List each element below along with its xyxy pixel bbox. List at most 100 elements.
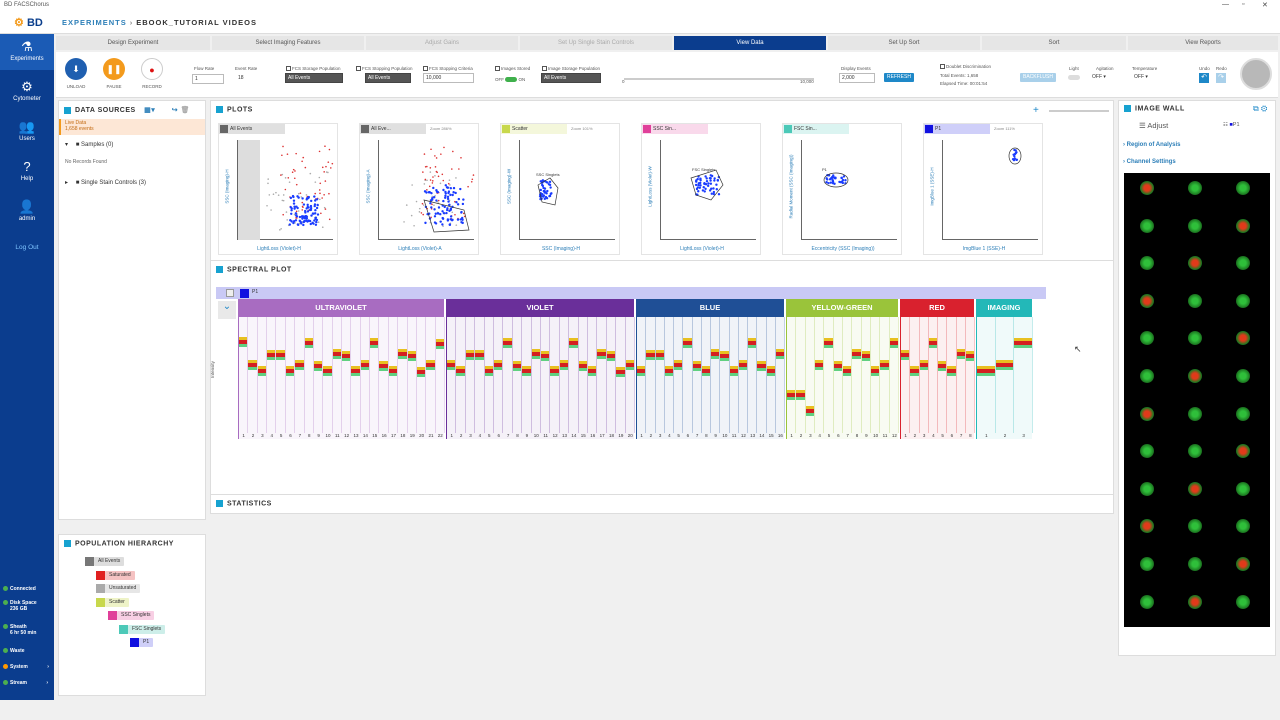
plot-2[interactable]: All Eve... Zoom 286% SSC (Imaging)-A Lig… [359, 123, 479, 255]
pop-fsc-singlets[interactable]: FSC Singlets [128, 625, 165, 634]
cell-image[interactable] [1188, 331, 1202, 345]
cell-image[interactable] [1236, 369, 1250, 383]
image-storage-select[interactable]: All Events [541, 73, 601, 83]
cell-image[interactable] [1188, 519, 1202, 533]
step-design-experiment[interactable]: Design Experiment [56, 36, 210, 50]
plot-pop-label[interactable]: SSC Sin... [642, 124, 708, 134]
cell-image[interactable] [1236, 557, 1250, 571]
refresh-button[interactable]: REFRESH [884, 73, 914, 82]
plot-3[interactable]: Scatter Zoom 101% SSC Singlets SSC (Imag… [500, 123, 620, 255]
sidebar-item-users[interactable]: 👥 Users [0, 120, 54, 150]
single-stain-node[interactable]: ▸ ■ Single Stain Controls (3) [65, 179, 146, 186]
image-grid[interactable] [1124, 173, 1270, 627]
plot-1[interactable]: All Events SSC (Imaging)-H LightLoss (Vi… [218, 123, 338, 255]
temperature-stepper[interactable]: OFF ▾ [1132, 73, 1160, 83]
logout-link[interactable]: Log Out [0, 244, 54, 251]
cell-image[interactable] [1236, 482, 1250, 496]
redo-icon[interactable]: ↷ [1216, 73, 1226, 83]
plot-pop-label[interactable]: All Events [219, 124, 285, 134]
pop-all-events[interactable]: All Events [94, 557, 124, 566]
cell-image[interactable] [1236, 331, 1250, 345]
share-icon[interactable]: ↪ [172, 107, 178, 114]
maximize-icon[interactable]: ▫ [1242, 1, 1244, 8]
cell-image[interactable] [1140, 519, 1154, 533]
flow-rate-stepper[interactable]: 1 [192, 74, 224, 84]
cell-image[interactable] [1140, 369, 1154, 383]
plot-pop-label[interactable]: All Eve... [360, 124, 426, 134]
collapse-icon[interactable] [216, 266, 223, 273]
status-system[interactable]: System › [3, 664, 49, 670]
live-data-item[interactable]: Live Data 1,658 events [59, 119, 205, 135]
popout-icon[interactable]: ⧉ ⚙ [1253, 104, 1267, 114]
pop-p1[interactable]: P1 [139, 638, 153, 647]
cell-image[interactable] [1236, 219, 1250, 233]
add-plot-button[interactable]: + [1033, 105, 1039, 116]
region-of-analysis[interactable]: › Region of Analysis [1123, 142, 1180, 148]
plot-4[interactable]: SSC Sin... FSC Singlets LightLoss (Viole… [641, 123, 761, 255]
step-view-data[interactable]: View Data [674, 36, 826, 50]
display-slider[interactable] [624, 78, 814, 80]
cell-image[interactable] [1188, 256, 1202, 270]
minimize-icon[interactable]: — [1222, 1, 1229, 8]
pop-filter[interactable]: ☷ ■P1 [1223, 122, 1240, 128]
fcs-stopping-select[interactable]: All Events [365, 73, 411, 83]
cell-image[interactable] [1140, 482, 1154, 496]
pause-button[interactable]: ❚❚ [103, 58, 125, 80]
cell-image[interactable] [1140, 557, 1154, 571]
cell-image[interactable] [1188, 369, 1202, 383]
cell-image[interactable] [1140, 219, 1154, 233]
plot-pop-label[interactable]: P1 [924, 124, 990, 134]
record-button[interactable]: ● [141, 58, 163, 80]
cell-image[interactable] [1236, 256, 1250, 270]
cell-image[interactable] [1236, 181, 1250, 195]
plot-6[interactable]: P1 Zoom 111% ImgBlue 1 (SSE)-H ImgBlue 1… [923, 123, 1043, 255]
backflush-button[interactable]: BACKFLUSH [1020, 73, 1056, 82]
cell-image[interactable] [1188, 407, 1202, 421]
cell-image[interactable] [1140, 181, 1154, 195]
pop-ssc-singlets[interactable]: SSC Singlets [117, 611, 154, 620]
breadcrumb-experiments[interactable]: EXPERIMENTS [62, 18, 127, 27]
delete-icon[interactable]: 🗑 [181, 107, 190, 114]
pop-saturated[interactable]: Saturated [105, 571, 135, 580]
close-icon[interactable]: ✕ [1262, 1, 1268, 9]
cell-image[interactable] [1188, 294, 1202, 308]
fcs-storage-select[interactable]: All Events [285, 73, 343, 83]
expand-icon[interactable] [216, 500, 223, 507]
cell-image[interactable] [1140, 294, 1154, 308]
step-view-reports[interactable]: View Reports [1128, 36, 1278, 50]
spectral-expand-chevron-icon[interactable]: ⌄ [218, 301, 236, 319]
statistics-header[interactable]: STATISTICS [216, 500, 272, 507]
undo-icon[interactable]: ↶ [1199, 73, 1209, 83]
cell-image[interactable] [1140, 407, 1154, 421]
cell-image[interactable] [1140, 444, 1154, 458]
cell-image[interactable] [1236, 595, 1250, 609]
plot-pop-label[interactable]: Scatter [501, 124, 567, 134]
stream-camera-icon[interactable] [1240, 58, 1272, 90]
status-stream[interactable]: Stream › [3, 680, 48, 686]
plot-zoom-slider[interactable] [1049, 110, 1109, 112]
cell-image[interactable] [1188, 219, 1202, 233]
collapse-icon[interactable] [216, 106, 223, 113]
cell-image[interactable] [1236, 519, 1250, 533]
cell-image[interactable] [1188, 557, 1202, 571]
sidebar-item-experiments[interactable]: ⚗ Experiments [0, 34, 54, 70]
adjust-tab[interactable]: ☰ Adjust [1139, 121, 1168, 130]
pop-unsaturated[interactable]: Unsaturated [105, 584, 140, 593]
collapse-icon[interactable] [1124, 105, 1131, 112]
collapse-icon[interactable] [64, 107, 71, 114]
spectral-checkbox[interactable] [226, 289, 234, 297]
step-sort[interactable]: Sort [982, 36, 1126, 50]
cell-image[interactable] [1140, 331, 1154, 345]
step-set-up-sort[interactable]: Set Up Sort [828, 36, 980, 50]
light-toggle[interactable] [1068, 75, 1080, 80]
cell-image[interactable] [1140, 595, 1154, 609]
cell-image[interactable] [1188, 482, 1202, 496]
unload-button[interactable]: ⬇ [65, 58, 87, 80]
cell-image[interactable] [1188, 595, 1202, 609]
plot-pop-label[interactable]: FSC Sin... [783, 124, 849, 134]
plot-5[interactable]: FSC Sin... P1 Radial Moment (SSC (Imagin… [782, 123, 902, 255]
sidebar-item-help[interactable]: ? Help [0, 160, 54, 190]
cell-image[interactable] [1188, 181, 1202, 195]
collapse-icon[interactable] [64, 540, 71, 547]
cell-image[interactable] [1140, 256, 1154, 270]
